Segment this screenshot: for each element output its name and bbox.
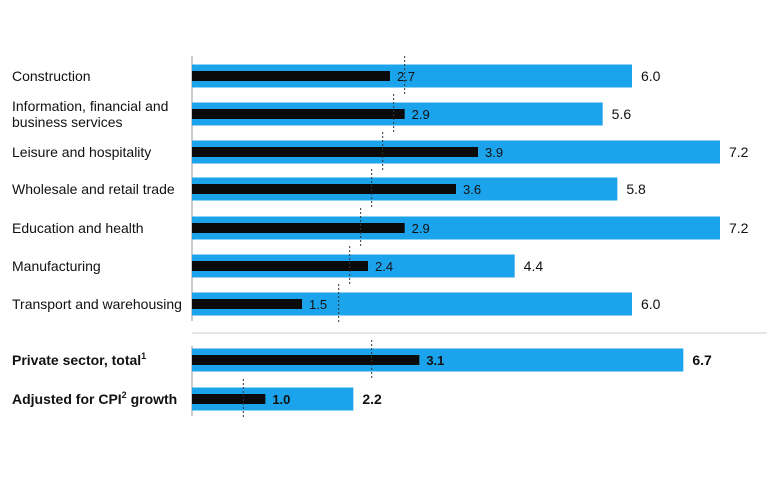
light-value-label-0-3: 5.8	[626, 181, 646, 197]
label-suffix-1-1: growth	[127, 391, 178, 407]
dark-value-label-0-2: 3.9	[485, 145, 503, 160]
category-label-1-0-0: Private sector, total1	[12, 351, 146, 368]
category-label-1-1-0: Adjusted for CPI2 growth	[12, 390, 177, 407]
light-value-label-1-1: 2.2	[362, 391, 382, 407]
dark-bar-0-5	[192, 261, 368, 271]
dark-value-label-0-0: 2.7	[397, 69, 415, 84]
category-label-0-1-0: Information, financial and	[12, 98, 168, 114]
category-label-0-4-0: Education and health	[12, 220, 144, 236]
light-value-label-1-0: 6.7	[692, 352, 712, 368]
dark-bar-0-1	[192, 109, 405, 119]
light-value-label-0-6: 6.0	[641, 296, 661, 312]
dark-bar-0-2	[192, 147, 478, 157]
dark-value-label-0-3: 3.6	[463, 182, 481, 197]
dark-bar-0-0	[192, 71, 390, 81]
category-label-0-0-0: Construction	[12, 68, 91, 84]
dark-value-label-0-5: 2.4	[375, 259, 393, 274]
dark-bar-0-6	[192, 299, 302, 309]
dark-value-label-1-0: 3.1	[426, 353, 444, 368]
dark-bar-0-4	[192, 223, 405, 233]
light-value-label-0-0: 6.0	[641, 68, 661, 84]
category-label-0-1-1: business services	[12, 114, 123, 130]
footnote-marker-1-1: 2	[122, 390, 127, 400]
dark-bar-1-0	[192, 355, 420, 365]
light-value-label-0-5: 4.4	[524, 258, 544, 274]
dark-value-label-1-1: 1.0	[272, 392, 290, 407]
category-label-0-5-0: Manufacturing	[12, 258, 101, 274]
category-label-0-6-0: Transport and warehousing	[12, 296, 182, 312]
light-bar-0-0	[192, 64, 632, 88]
category-label-0-2-0: Leisure and hospitality	[12, 144, 151, 160]
dark-value-label-0-6: 1.5	[309, 297, 327, 312]
light-value-label-0-2: 7.2	[729, 144, 749, 160]
category-label-0-3-0: Wholesale and retail trade	[12, 181, 175, 197]
footnote-marker-1-0: 1	[141, 351, 146, 361]
light-value-label-0-4: 7.2	[729, 220, 749, 236]
light-bar-0-4	[192, 216, 720, 240]
light-bar-0-6	[192, 292, 632, 316]
light-bar-1-0	[192, 348, 684, 372]
light-bar-1-1	[192, 387, 354, 411]
dark-bar-0-3	[192, 184, 456, 194]
dark-value-label-0-1: 2.9	[412, 107, 430, 122]
dark-value-label-0-4: 2.9	[412, 221, 430, 236]
dark-bar-1-1	[192, 394, 266, 404]
light-value-label-0-1: 5.6	[612, 106, 632, 122]
